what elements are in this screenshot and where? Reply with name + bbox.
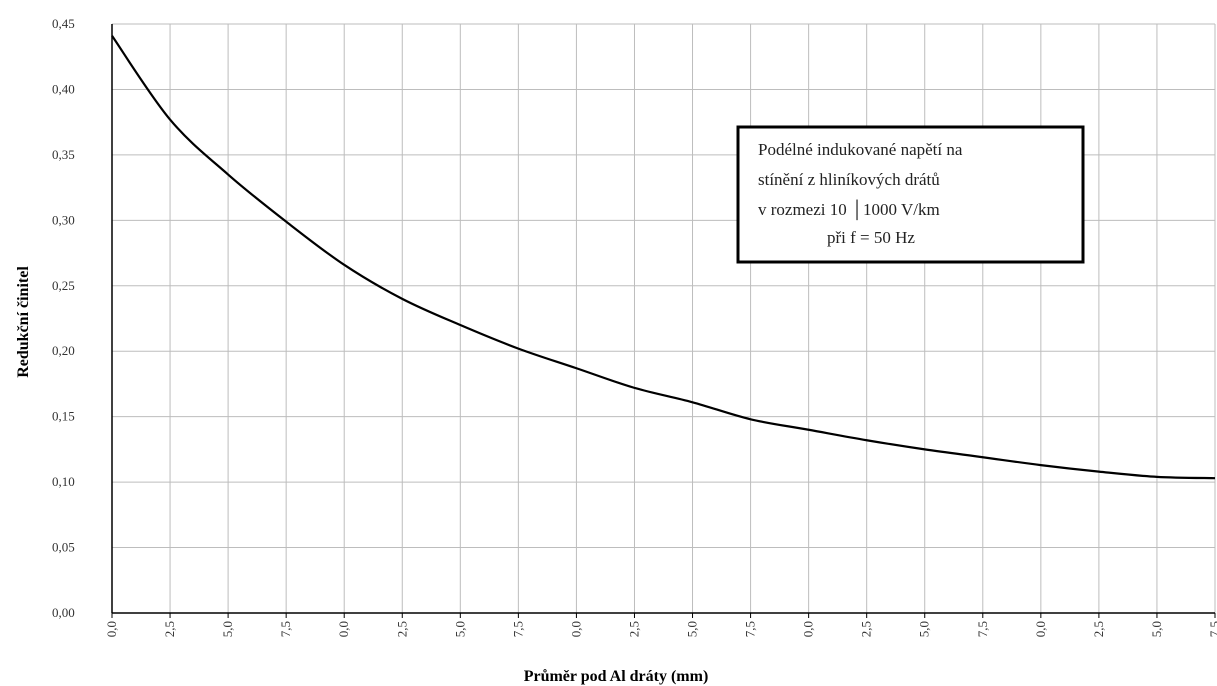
- y-tick-label: 0,25: [52, 278, 75, 293]
- y-tick-label: 0,35: [52, 147, 75, 162]
- x-tick-label: 5,0: [452, 621, 467, 637]
- y-tick-label: 0,40: [52, 81, 75, 96]
- y-axis-ticks: 0,00 0,05 0,10 0,15 0,20 0,25 0,30 0,35 0,40 0,45: [52, 16, 75, 620]
- x-tick-label: 0,0: [104, 621, 119, 637]
- x-tick-label: 5,0: [917, 621, 932, 637]
- x-tick-label: 2,5: [162, 621, 177, 637]
- x-axis-ticks: 0,0 2,5 5,0 7,5 0,0 2,5 5,0 7,5 0,0 2,5 5,0 7,5 0,0 2…: [104, 613, 1217, 637]
- y-tick-label: 0,15: [52, 409, 75, 424]
- x-tick-label: 2,5: [1091, 621, 1106, 637]
- x-tick-label: 7,5: [510, 621, 525, 637]
- x-tick-label: 5,0: [1149, 621, 1164, 637]
- x-axis-title: Průměr pod Al dráty (mm): [524, 668, 709, 685]
- legend-line-2: stínění z hliníkových drátů: [758, 170, 940, 189]
- x-tick-label: 2,5: [859, 621, 874, 637]
- y-tick-label: 0,20: [52, 343, 75, 358]
- grid-lines: [112, 23, 1216, 613]
- x-tick-label: 7,5: [278, 621, 293, 637]
- x-tick-label: 0,0: [801, 621, 816, 637]
- x-tick-label: 0,0: [1033, 621, 1048, 637]
- x-tick-label: 0,0: [568, 621, 583, 637]
- y-tick-label: 0,30: [52, 212, 75, 227]
- x-tick-label: 7,5: [1207, 621, 1217, 637]
- series-line: [111, 35, 1216, 480]
- x-tick-label: 5,0: [220, 621, 235, 637]
- legend-line-1: Podélné indukované napětí na: [758, 140, 963, 159]
- legend-box: Podélné indukované napětí na stínění z h…: [736, 125, 1085, 264]
- x-tick-label: 0,0: [336, 621, 351, 637]
- legend-line-4: při f = 50 Hz: [827, 228, 915, 247]
- y-tick-label: 0,10: [52, 474, 75, 489]
- x-tick-label: 5,0: [685, 621, 700, 637]
- y-tick-label: 0,05: [52, 540, 75, 555]
- legend-line-3: v rozmezi 10 │1000 V/km: [758, 199, 940, 221]
- y-tick-label: 0,45: [52, 16, 75, 31]
- x-tick-label: 2,5: [394, 621, 409, 637]
- x-tick-label: 7,5: [743, 621, 758, 637]
- x-tick-label: 2,5: [626, 621, 641, 637]
- x-tick-label: 7,5: [975, 621, 990, 637]
- y-axis-title: Redukční činitel: [15, 266, 32, 378]
- y-tick-label: 0,00: [52, 605, 75, 620]
